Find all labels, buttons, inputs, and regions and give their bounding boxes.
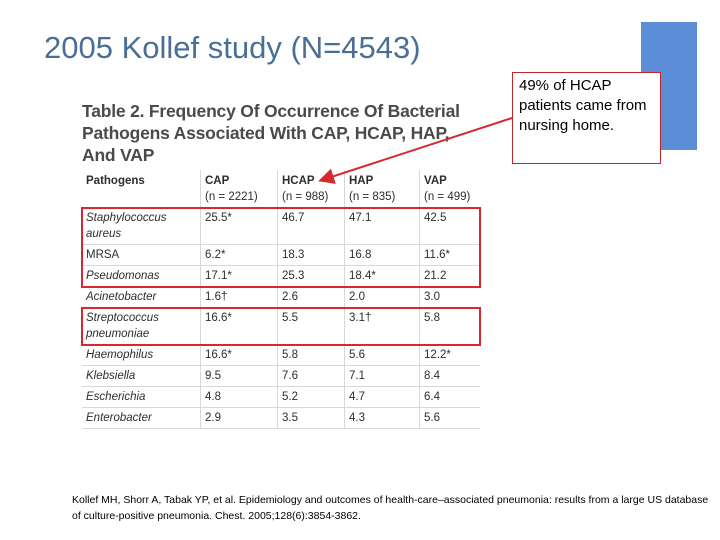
callout-text: 49% of HCAP patients came from nursing h… — [519, 77, 647, 134]
cell-pathogen: Escherichia — [82, 386, 201, 408]
cell-hap: 47.1 — [344, 207, 420, 245]
table-row: Acinetobacter 1.6† 2.6 2.0 3.0 — [82, 286, 480, 308]
cell-cap: 16.6* — [200, 344, 278, 366]
table-row: Pseudomonas 17.1* 25.3 18.4* 21.2 — [82, 265, 480, 287]
callout-box: 49% of HCAP patients came from nursing h… — [512, 72, 661, 164]
table-row: Haemophilus 16.6* 5.8 5.6 12.2* — [82, 344, 480, 366]
cell-pathogen: Klebsiella — [82, 365, 201, 387]
header-label: HCAP — [282, 175, 315, 187]
table-row: Enterobacter 2.9 3.5 4.3 5.6 — [82, 407, 480, 429]
header-n: (n = 988) — [282, 191, 329, 203]
table-row: Staphylococcus aureus 25.5* 46.7 47.1 42.5 — [82, 207, 480, 245]
cell-hcap: 46.7 — [277, 207, 345, 245]
header-label: HAP — [349, 175, 374, 187]
arrow-line — [318, 117, 513, 184]
highlight-box-streptococcus — [81, 306, 481, 346]
cell-pathogen: Enterobacter — [82, 407, 201, 429]
cell-vap: 5.6 — [419, 407, 480, 429]
cell-vap: 6.4 — [419, 386, 480, 408]
table-body: Staphylococcus aureus 25.5* 46.7 47.1 42.5 MR… — [82, 207, 480, 429]
table-row: MRSA 6.2* 18.3 16.8 11.6* — [82, 244, 480, 266]
header-n: (n = 835) — [349, 191, 396, 203]
highlight-box-staph-mrsa-pseudomonas — [81, 206, 481, 288]
cell-hcap: 5.8 — [277, 344, 345, 366]
cell-cap: 25.5* — [200, 207, 278, 245]
cell-pathogen: Staphylococcus aureus — [82, 207, 201, 245]
pathogen-table-figure: Table 2. Frequency Of Occurrence Of Bact… — [82, 100, 480, 429]
cell-hap: 4.7 — [344, 386, 420, 408]
table-row: Escherichia 4.8 5.2 4.7 6.4 — [82, 386, 480, 408]
cell-cap: 17.1* — [200, 265, 278, 287]
header-label: Pathogens — [86, 175, 145, 187]
header-n: (n = 499) — [424, 191, 471, 203]
header-n: (n = 2221) — [205, 191, 258, 203]
cell-vap: 11.6* — [419, 244, 480, 266]
cell-cap: 9.5 — [200, 365, 278, 387]
cell-hap: 7.1 — [344, 365, 420, 387]
cell-hap: 16.8 — [344, 244, 420, 266]
header-pathogens: Pathogens — [82, 170, 201, 208]
table-caption: Table 2. Frequency Of Occurrence Of Bact… — [82, 101, 460, 165]
header-label: CAP — [205, 175, 230, 187]
cell-vap: 8.4 — [419, 365, 480, 387]
cell-pathogen: MRSA — [82, 244, 201, 266]
cell-pathogen: Haemophilus — [82, 344, 201, 366]
cell-cap: 2.9 — [200, 407, 278, 429]
cell-vap: 12.2* — [419, 344, 480, 366]
citation-text: Kollef MH, Shorr A, Tabak YP, et al. Epi… — [72, 494, 709, 522]
table-header-row: Pathogens CAP (n = 2221) HCAP (n = 988) HA… — [82, 170, 480, 208]
pathogen-table: Pathogens CAP (n = 2221) HCAP (n = 988) HA… — [82, 170, 480, 429]
header-hap: HAP (n = 835) — [344, 170, 420, 208]
cell-hcap: 7.6 — [277, 365, 345, 387]
cell-hcap: 3.5 — [277, 407, 345, 429]
cell-vap: 42.5 — [419, 207, 480, 245]
slide-title: 2005 Kollef study (N=4543) — [44, 30, 421, 65]
cell-hap: 4.3 — [344, 407, 420, 429]
cell-hap: 5.6 — [344, 344, 420, 366]
header-label: VAP — [424, 175, 447, 187]
cell-hcap: 18.3 — [277, 244, 345, 266]
cell-hcap: 5.2 — [277, 386, 345, 408]
cell-cap: 4.8 — [200, 386, 278, 408]
table-row: Klebsiella 9.5 7.6 7.1 8.4 — [82, 365, 480, 387]
cell-vap: 5.8 — [419, 307, 480, 345]
cell-cap: 6.2* — [200, 244, 278, 266]
